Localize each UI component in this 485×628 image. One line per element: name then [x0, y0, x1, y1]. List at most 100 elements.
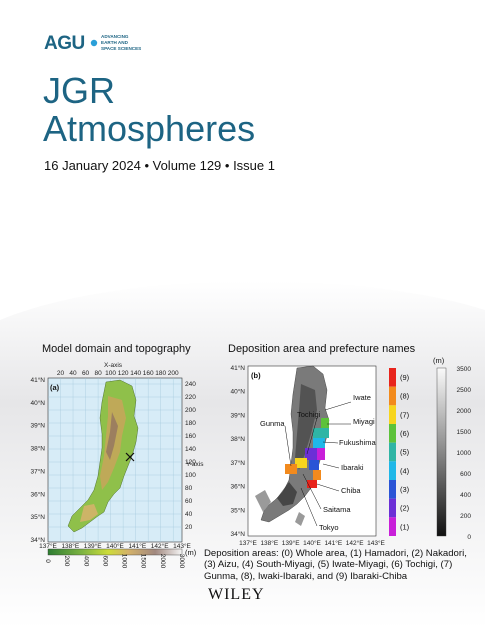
panel-b-elev-tick: 1000 — [457, 450, 472, 457]
panel-a-lon-tick: 141°E — [128, 542, 146, 550]
panel-a-colorbar-tick: 1500 — [140, 554, 147, 569]
panel-b-title: Deposition area and prefecture names — [228, 343, 416, 355]
prefecture-leader-line — [284, 425, 292, 467]
area-legend-swatch — [389, 498, 396, 518]
panel-a-lon-tick: 142°E — [151, 542, 169, 550]
panel-a-colorbar-tick: 600 — [101, 556, 108, 567]
panel-a-label: (a) — [50, 383, 60, 392]
area-legend-swatch — [389, 386, 396, 406]
panel-a-lat-tick: 38°N — [30, 445, 45, 453]
prefecture-label-tokyo: Tokyo — [319, 523, 339, 532]
journal-title: JGR Atmospheres — [43, 72, 255, 148]
journal-title-line1: JGR — [43, 70, 115, 111]
panel-a-y-tick: 140 — [185, 446, 196, 453]
area-legend-label: (4) — [400, 466, 410, 475]
area-legend-swatch — [389, 461, 396, 480]
panel-a-y-tick: 80 — [185, 485, 193, 492]
fdnpp-marker — [125, 452, 135, 462]
panel-a-lat-tick: 34°N — [30, 536, 45, 544]
panel-b-lon-tick: 138°E — [260, 539, 278, 547]
panel-b-elevation-colorbar — [436, 367, 447, 537]
figure-caption: Deposition areas: (0) Whole area, (1) Ha… — [204, 548, 467, 582]
panel-b-label: (b) — [251, 371, 261, 380]
prefecture-label-miyagi: Miyagi — [353, 417, 375, 426]
panel-a-colorbar — [47, 548, 183, 556]
panel-a-lat-tick: 37°N — [30, 467, 45, 475]
panel-a-x-tick: 20 — [57, 370, 65, 377]
panel-a-lat-tick: 41°N — [30, 376, 45, 384]
panel-b-lat-tick: 34°N — [230, 530, 245, 538]
wiley-logo: WILEY — [208, 586, 265, 603]
panel-a-x-tick: 140 — [130, 370, 141, 377]
area-legend-label: (3) — [400, 485, 410, 494]
area-legend-label: (8) — [400, 392, 410, 401]
panel-a-lon-tick: 137°E — [39, 542, 57, 550]
panel-a-x-tick: 40 — [69, 370, 77, 377]
panel-b-lon-tick: 142°E — [346, 539, 364, 547]
panel-b-lon-tick: 137°E — [239, 539, 257, 547]
agu-logo: AGU ADVANCING EARTH AND SPACE SCIENCES — [44, 30, 154, 56]
logo-tagline-line: EARTH AND — [101, 40, 129, 45]
panel-b-lat-tick: 36°N — [230, 483, 245, 491]
prefecture-label-tochigi: Tochigi — [297, 410, 321, 419]
panel-a-y-tick: 100 — [185, 472, 196, 479]
panel-b-lon-tick: 143°E — [367, 539, 385, 547]
panel-b-elev-unit: (m) — [433, 356, 445, 365]
panel-b-elev-tick: 2500 — [457, 387, 472, 394]
panel-a-lat-tick: 40°N — [30, 399, 45, 407]
panel-b-elev-tick: 1500 — [457, 429, 472, 436]
panel-b-deposition-map: (b) Iwate Miyagi Tochigi Gunma Fukushima Ibar… — [230, 356, 472, 547]
prefecture-label-gunma: Gunma — [260, 419, 285, 428]
area-legend-label: (9) — [400, 373, 410, 382]
panel-a-x-tick: 160 — [143, 370, 154, 377]
panel-b-lat-tick: 39°N — [230, 411, 245, 419]
prefecture-label-fukushima: Fukushima — [339, 438, 377, 447]
panel-a-x-tick: 60 — [82, 370, 90, 377]
journal-title-line2: Atmospheres — [43, 108, 256, 149]
area-legend-label: (7) — [400, 410, 410, 419]
panel-a-colorbar-tick: 400 — [82, 556, 89, 567]
prefecture-leader-line — [302, 473, 322, 510]
panel-b-elev-tick: 200 — [460, 513, 471, 520]
panel-a-colorbar-unit: (m) — [185, 548, 197, 557]
panel-a-y-tick: 120 — [185, 459, 196, 466]
prefecture-leader-line — [322, 441, 339, 444]
panel-b-lat-tick: 41°N — [230, 364, 245, 372]
panel-a-colorbar-tick: 1000 — [121, 554, 128, 569]
panel-a-lon-tick: 140°E — [106, 542, 124, 550]
prefecture-leader-line — [322, 463, 340, 469]
prefecture-label-chiba: Chiba — [341, 486, 361, 495]
panel-a-y-tick: 60 — [185, 498, 193, 505]
panel-b-elev-tick: 600 — [460, 471, 471, 478]
panel-a-y-tick: 220 — [185, 394, 196, 401]
prefecture-leader-line — [306, 417, 318, 455]
area-legend-label: (2) — [400, 504, 410, 513]
area-legend-label: (1) — [400, 522, 410, 531]
prefecture-leader-line — [300, 487, 318, 527]
area-legend-swatch — [389, 480, 396, 499]
panel-a-lat-tick: 36°N — [30, 490, 45, 498]
panel-a-lat-tick: 39°N — [30, 422, 45, 430]
issue-line: 16 January 2024 • Volume 129 • Issue 1 — [44, 158, 275, 173]
prefecture-leader-line — [324, 401, 352, 411]
panel-b-lon-tick: 140°E — [303, 539, 321, 547]
panel-a-lon-tick: 138°E — [61, 542, 79, 550]
area-legend-swatch — [389, 368, 396, 387]
panel-a-x-tick: 80 — [94, 370, 102, 377]
panel-a-lat-tick: 35°N — [30, 513, 45, 521]
panel-a-y-tick: 40 — [185, 511, 193, 518]
panel-a-colorbar-tick: 0 — [44, 559, 51, 563]
panel-a-x-tick: 200 — [168, 370, 179, 377]
panel-a-y-tick: 160 — [185, 433, 196, 440]
panel-a-lon-tick: 143°E — [173, 542, 191, 550]
panel-b-lon-tick: 141°E — [324, 539, 342, 547]
area-legend-label: (5) — [400, 448, 410, 457]
panel-a-y-tick: 180 — [185, 420, 196, 427]
panel-a-x-axis-title: X-axis — [104, 362, 123, 369]
area-legend-label: (6) — [400, 429, 410, 438]
area-legend-swatch — [389, 424, 396, 443]
area-legend-swatch — [389, 442, 396, 462]
panel-a-x-tick: 120 — [118, 370, 129, 377]
logo-tagline-line: ADVANCING — [101, 34, 129, 39]
prefecture-label-ibaraki: Ibaraki — [341, 463, 364, 472]
